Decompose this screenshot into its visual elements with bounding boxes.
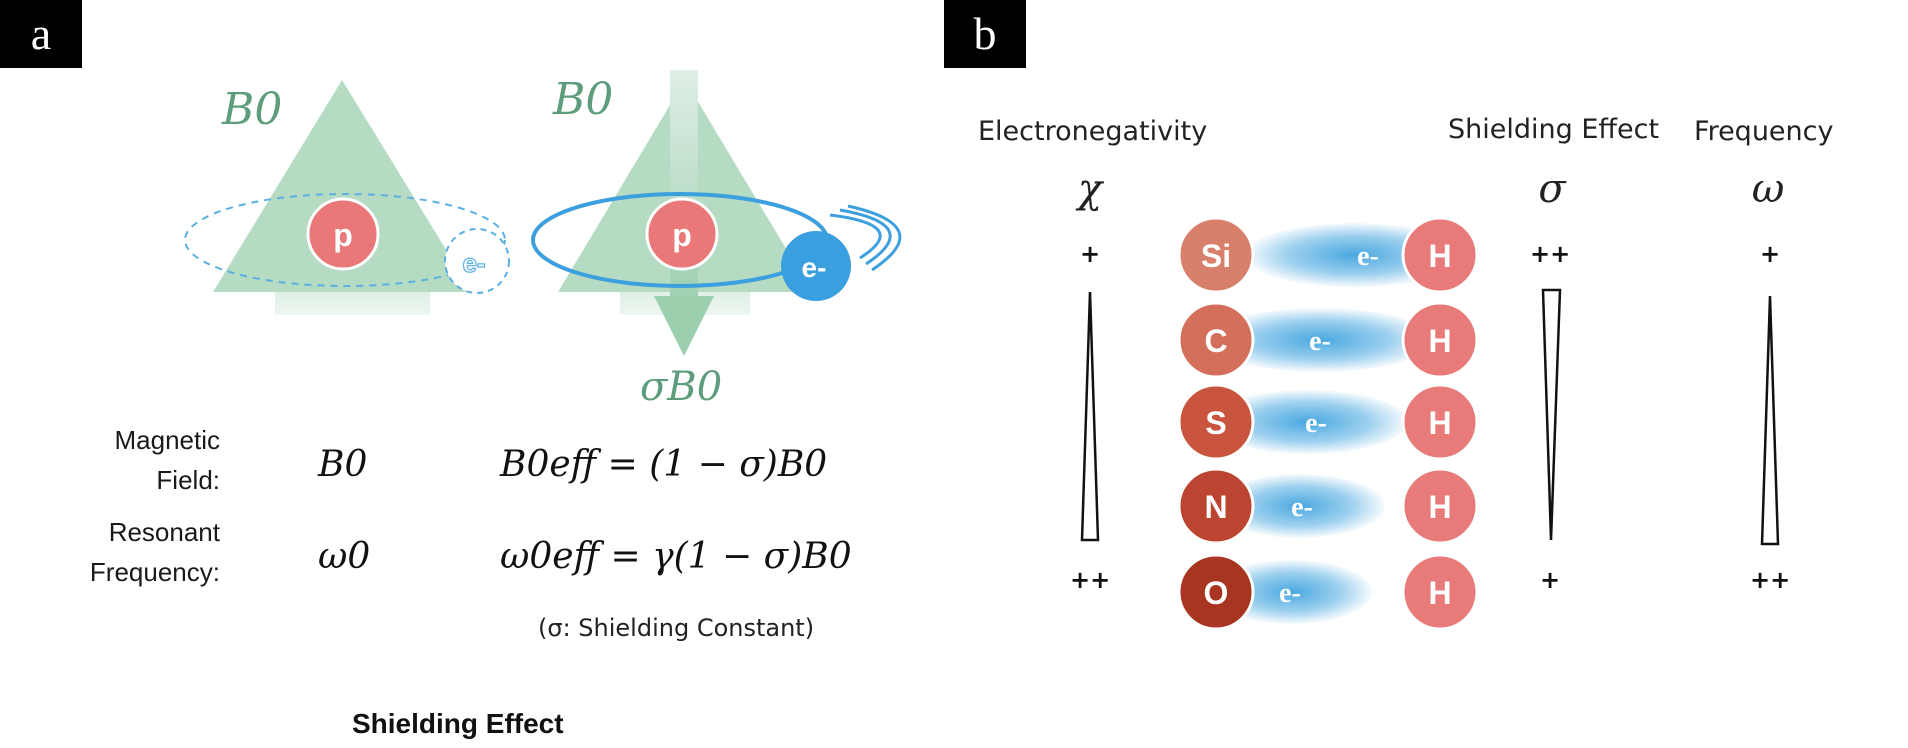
b0-label-left: B0: [221, 84, 282, 135]
atom-h-label: H: [1428, 323, 1451, 359]
atom-h: [1401, 216, 1479, 294]
atom-o: [1177, 553, 1255, 631]
frequency-wedge: [1760, 295, 1780, 546]
omega-symbol: ω: [1751, 166, 1785, 212]
panel-a-tag: a: [0, 0, 82, 68]
sigma-b0-label: σB0: [640, 364, 722, 410]
electron-faded: e-: [444, 228, 510, 294]
frequency-header: Frequency: [1694, 116, 1834, 147]
atom-label: S: [1205, 405, 1226, 441]
electronegativity-top: +: [1079, 240, 1101, 268]
atom-h-label: H: [1428, 238, 1451, 274]
atom-h-label: H: [1428, 575, 1451, 611]
omega0-value: ω0: [318, 536, 371, 577]
atom-c: [1177, 301, 1255, 379]
shielding-bottom: +: [1539, 566, 1561, 594]
atom-h-label: H: [1428, 489, 1451, 525]
proton-left: p: [306, 197, 380, 271]
resonant-frequency-label: Resonant Frequency:: [89, 517, 220, 587]
figure-caption: Shielding Effect: [352, 708, 564, 739]
bond-row-si: Si e- H: [1177, 216, 1479, 294]
atom-h: [1401, 553, 1479, 631]
proton-left-label: p: [333, 217, 353, 253]
atom-n: [1177, 467, 1255, 545]
atom-s: [1177, 383, 1255, 461]
b0-value: B0: [318, 444, 368, 485]
magnetic-field-label: Magnetic Field:: [114, 425, 221, 495]
electron-faded-label: e-: [462, 248, 485, 278]
electron-label: e-: [1279, 578, 1301, 609]
electron-label: e-: [1357, 241, 1379, 272]
atom-h-label: H: [1428, 405, 1451, 441]
frequency-bottom: ++: [1750, 566, 1791, 594]
proton-right: p: [645, 197, 719, 271]
omega-effective-formula: ω0eff = γ(1 − σ)B0: [500, 536, 852, 577]
electron-label: e-: [1291, 492, 1313, 523]
panel-b-tag: b: [944, 0, 1026, 68]
frequency-top: +: [1759, 240, 1781, 268]
electron-label: e-: [1305, 408, 1327, 439]
electron-cloud: [1208, 390, 1408, 454]
electron-cloud: [1205, 308, 1435, 372]
electron-label: e-: [802, 252, 827, 283]
shielding-top: ++: [1530, 240, 1571, 268]
electron-cloud: [1215, 474, 1385, 538]
electronegativity-header: Electronegativity: [978, 116, 1208, 147]
electron-label: e-: [1309, 326, 1331, 357]
shielding-wedge: [1541, 288, 1562, 541]
atom-si: [1177, 216, 1255, 294]
atom-h: [1401, 383, 1479, 461]
atom-h: [1401, 467, 1479, 545]
chi-symbol: χ: [1077, 166, 1103, 212]
b0-effective-formula: B0eff = (1 − σ)B0: [500, 444, 828, 485]
electronegativity-wedge: [1080, 291, 1100, 542]
field-arrow-left: [213, 80, 472, 315]
sigma-symbol: σ: [1538, 166, 1566, 212]
b0-label-right: B0: [552, 74, 613, 125]
proton-right-label: p: [672, 217, 692, 253]
bond-rows: Si e- H C e- H S e- H N e- H O e- H: [1177, 216, 1479, 631]
electron: e-: [781, 231, 851, 301]
atom-label: C: [1204, 323, 1227, 359]
shielding-constant-note: (σ: Shielding Constant): [538, 614, 815, 642]
atom-label: O: [1204, 575, 1229, 611]
atom-label: Si: [1201, 238, 1231, 274]
electron-cloud: [1212, 560, 1372, 624]
shielding-header: Shielding Effect: [1448, 114, 1660, 145]
electronegativity-bottom: ++: [1070, 566, 1111, 594]
atom-label: N: [1204, 489, 1227, 525]
atom-h: [1401, 301, 1479, 379]
orbit-dashed: [184, 193, 506, 287]
